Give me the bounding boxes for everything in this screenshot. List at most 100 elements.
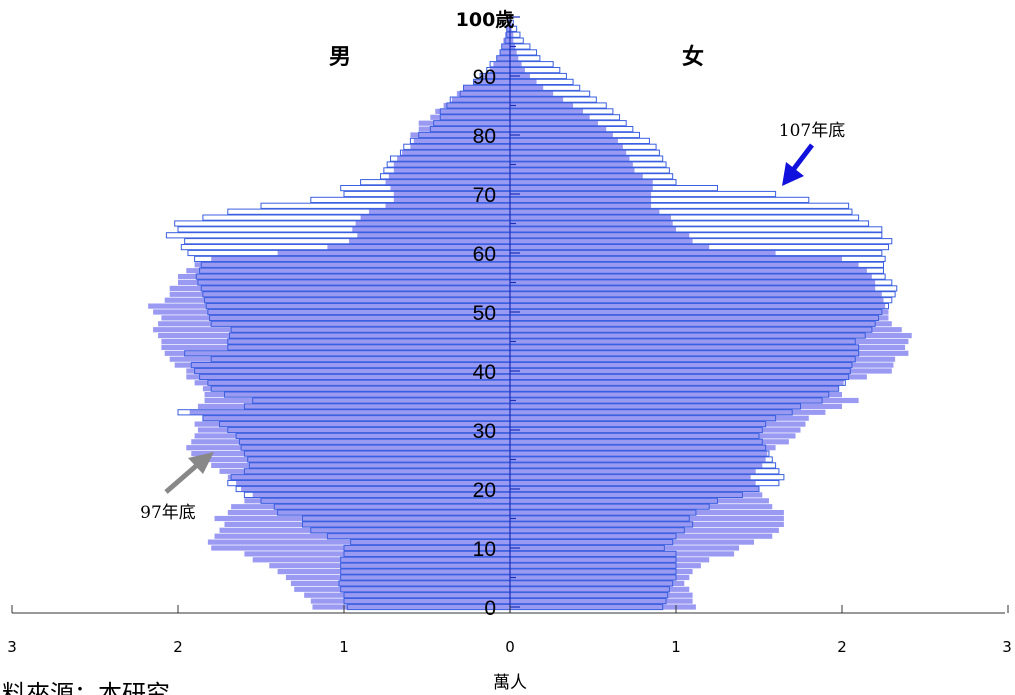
series-97-male-bar-age-76 (397, 156, 510, 162)
series-97-female-bar-age-46 (510, 333, 912, 339)
series-97-female-bar-age-61 (510, 244, 710, 250)
series-97-female-bar-age-86 (510, 97, 564, 103)
series-97-female-bar-age-92 (510, 61, 522, 67)
series-97-male-bar-age-23 (219, 468, 510, 474)
series-97-female-bar-age-13 (510, 527, 779, 533)
series-97-female-bar-age-99 (510, 20, 512, 26)
x-tick-label: 2 (837, 638, 847, 656)
series-97-male-bar-age-35 (204, 397, 510, 404)
series-97-male-bar-age-52 (164, 297, 510, 303)
series-97-male-bar-age-67 (368, 209, 510, 215)
series-97-female-bar-age-20 (510, 486, 759, 492)
series-97-male-bar-age-16 (227, 510, 511, 516)
series-97-male-bar-age-28 (191, 439, 510, 445)
series-97-female-bar-age-39 (510, 374, 867, 380)
series-107-bars (165, 19, 898, 611)
annotation-107-arrow (782, 143, 814, 186)
series-97-male-bar-age-64 (352, 226, 510, 232)
age-tick-label: 0 (484, 597, 496, 620)
annotation-107-label: 107年底 (779, 121, 845, 141)
series-97-male-bar-age-47 (153, 327, 510, 333)
series-97-male-bar-age-55 (178, 279, 510, 286)
series-97-female-bar-age-55 (510, 279, 876, 286)
series-97-female-bar-age-34 (510, 403, 842, 409)
series-97-female-bar-age-24 (510, 462, 763, 468)
series-97-female-bar-age-98 (510, 26, 512, 32)
series-97-male-bar-age-42 (169, 356, 510, 362)
series-97-female-bar-age-87 (510, 91, 554, 97)
series-97-male-bar-age-90 (483, 73, 510, 79)
age-tick-label: 50 (473, 302, 496, 325)
series-97-male-bar-age-96 (503, 38, 510, 44)
series-97-female-bar-age-8 (510, 557, 710, 563)
series-97-female-bar-age-52 (510, 297, 884, 303)
series-97-female-bar-age-16 (510, 510, 784, 516)
series-97-male-bar-age-5 (285, 574, 510, 581)
series-97-female-bar-age-15 (510, 515, 784, 522)
x-axis-unit-label: 萬人 (493, 673, 527, 693)
series-97-male-bar-age-53 (169, 291, 510, 297)
series-97-male-bar-age-43 (164, 350, 510, 356)
series-97-female-bar-age-60 (510, 250, 776, 256)
age-tick-label: 30 (473, 420, 496, 443)
series-97-female-bar-age-41 (510, 362, 894, 368)
series-97-male-bar-age-33 (189, 409, 510, 415)
series-97-female-bar-age-72 (510, 179, 653, 185)
series-97-female-bar-age-51 (510, 303, 886, 309)
age-tick-label: 10 (473, 538, 496, 561)
x-tick-label: 3 (7, 638, 17, 656)
x-tick-label: 1 (339, 638, 349, 656)
series-97-male-bar-age-32 (202, 415, 510, 421)
series-97-male-bar-age-39 (186, 374, 511, 380)
series-97-female-bar-age-97 (510, 32, 514, 38)
x-tick-label: 2 (173, 638, 183, 656)
series-97-female-bar-age-47 (510, 327, 902, 333)
series-97-male-bar-age-45 (161, 338, 510, 345)
series-97-male-bar-age-56 (178, 274, 510, 280)
series-97-male-bar-age-10 (211, 545, 510, 551)
age-tick-label: 80 (473, 125, 496, 148)
series-97-male-bar-age-17 (231, 504, 510, 510)
series-97-male-bar-age-34 (197, 403, 511, 409)
series-97-female-bar-age-77 (510, 150, 627, 156)
series-97-female-bar-age-18 (510, 498, 769, 504)
series-97-male-bar-age-87 (456, 91, 510, 97)
series-97-female-bar-age-9 (510, 551, 735, 557)
series-97-male-bar-age-41 (174, 362, 510, 368)
series-97-male-bar-age-3 (294, 586, 510, 592)
series-97-female-bar-age-80 (510, 132, 613, 138)
series-97-male-bar-age-14 (224, 521, 511, 527)
series-97-female-bar-age-45 (510, 338, 909, 345)
series-97-male-bar-age-29 (194, 433, 510, 439)
series-97-female-bar-age-74 (510, 167, 635, 173)
series-97-male-bar-age-68 (385, 203, 510, 209)
series-97-male-bar-age-44 (161, 344, 510, 350)
series-97-female-bar-age-96 (510, 38, 514, 44)
series-97-female-bar-age-64 (510, 226, 676, 232)
series-97-male-bar-age-8 (252, 557, 510, 563)
series-97-male-bar-age-36 (204, 392, 510, 398)
series-97-male-bar-age-1 (310, 598, 510, 604)
series-97-female-bar-age-1 (510, 598, 693, 604)
series-97-male-bar-age-91 (490, 67, 510, 73)
series-97-female-bar-age-25 (510, 456, 766, 463)
series-97-female-bar-age-12 (510, 533, 773, 539)
series-97-female-bar-age-7 (510, 563, 701, 569)
series-97-male-bar-age-27 (186, 445, 511, 451)
series-97-male-bar-age-59 (211, 256, 510, 262)
series-97-male-bar-age-58 (194, 262, 510, 268)
series-97-male-bar-age-80 (410, 132, 510, 138)
series-97-female-bar-age-2 (510, 592, 693, 598)
series-97-male-bar-age-40 (186, 368, 511, 374)
series-97-male-bar-age-20 (241, 486, 510, 492)
series-97-male-bar-age-92 (493, 61, 510, 67)
series-97-male-bar-age-24 (211, 462, 510, 468)
series-97-male-bar-age-77 (402, 150, 510, 156)
source-note: 料來源：本研究。 (2, 680, 194, 695)
age-tick-label: 40 (473, 361, 496, 384)
series-97-female-bar-age-54 (510, 285, 876, 291)
series-97-male-bar-age-4 (290, 580, 510, 586)
series-97-female-bar-age-4 (510, 580, 685, 586)
series-97-female-bar-age-5 (510, 574, 690, 581)
series-97-female-bar-age-11 (510, 539, 755, 545)
